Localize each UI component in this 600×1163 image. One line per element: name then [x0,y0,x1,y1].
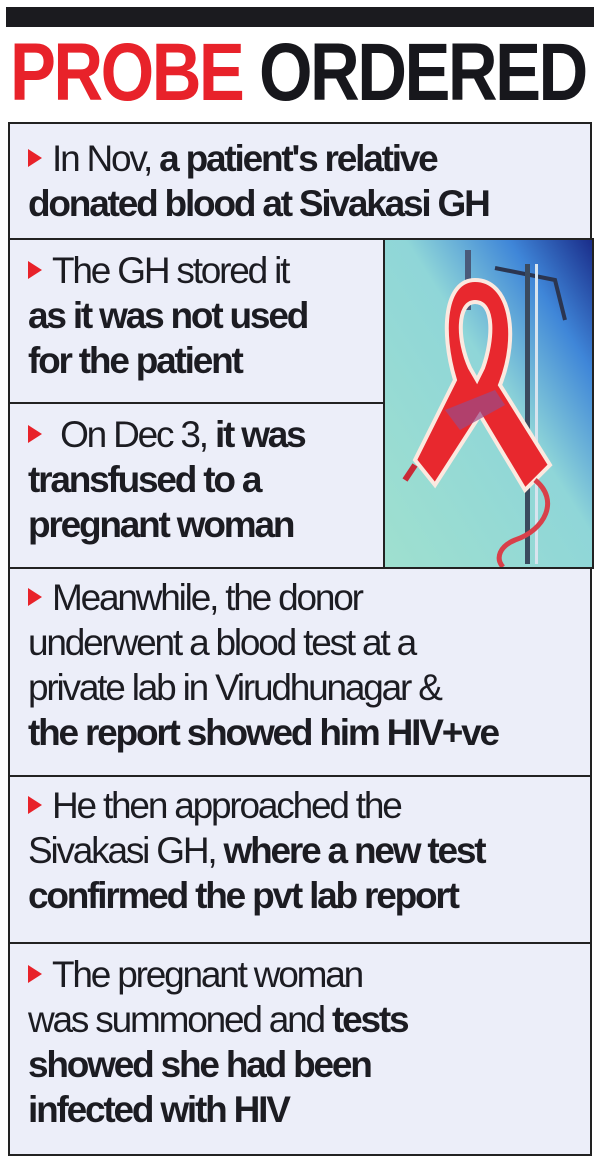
bold-text: a patient's relative [151,138,439,179]
fact-line: as it was not used [28,293,383,338]
regular-text: private lab in Virudhunagar & [28,667,443,708]
bold-text: donated blood at Sivakasi GH [28,183,491,224]
fact-line: In Nov, a patient's relative [28,136,590,181]
fact-item: He then approached the Sivakasi GH, where… [10,775,590,944]
regular-text: underwent a blood test at a [28,622,417,663]
fact-line: Sivakasi GH, where a new test [28,828,590,873]
fact-line: The pregnant woman [28,952,590,997]
bold-text: it was [206,414,307,455]
fact-line: pregnant woman [28,502,383,547]
regular-text: Meanwhile, the donor [52,577,364,618]
regular-text: Sivakasi GH, [28,830,218,871]
bold-text: the report showed him HIV+ve [28,712,500,753]
bold-text: where a new test [215,830,487,871]
red-ribbon-blood-bag-icon [383,238,594,569]
bold-text: showed she had been [28,1044,373,1085]
fact-line: private lab in Virudhunagar & [28,665,590,710]
bold-text: infected with HIV [28,1089,291,1130]
fact-line: Meanwhile, the donor [28,575,590,620]
fact-line: The GH stored it [28,248,383,293]
arrow-bullet-icon [28,588,42,607]
bold-text: pregnant woman [28,504,295,545]
regular-text: He then approached the [52,785,403,826]
headline-red: PROBE [10,27,245,118]
fact-line: transfused to a [28,457,383,502]
arrow-bullet-icon [28,965,42,984]
headline: PROBE ORDERED [10,27,588,118]
top-rule [6,7,594,27]
facts-box: In Nov, a patient's relative donated bloo… [8,122,594,1156]
fact-line: donated blood at Sivakasi GH [28,181,590,226]
regular-text: In Nov, [52,138,153,179]
bold-text: for the patient [28,340,244,381]
fact-line: He then approached the [28,783,590,828]
regular-text: was summoned and [28,999,333,1040]
bold-text: as it was not used [28,295,309,336]
fact-item: The GH stored it as it was not used for th… [10,238,383,404]
fact-item: On Dec 3, it was transfused to a pregnant … [10,402,383,569]
fact-line: showed she had been [28,1042,590,1087]
regular-text: The GH stored it [52,250,290,291]
fact-line: On Dec 3, it was [28,412,383,457]
bold-text: transfused to a [28,459,262,500]
fact-item: The pregnant woman was summoned and tests… [10,942,590,1156]
arrow-bullet-icon [28,425,42,444]
fact-line: underwent a blood test at a [28,620,590,665]
arrow-bullet-icon [28,796,42,815]
arrow-bullet-icon [28,261,42,280]
headline-dark: ORDERED [258,27,588,118]
fact-line: was summoned and tests [28,997,590,1042]
bold-text: tests [332,999,410,1040]
fact-line: the report showed him HIV+ve [28,710,590,755]
fact-line: infected with HIV [28,1087,590,1132]
fact-item: In Nov, a patient's relative donated bloo… [10,124,590,238]
bold-text: confirmed the pvt lab report [28,875,460,916]
regular-text: The pregnant woman [52,954,364,995]
arrow-bullet-icon [28,149,42,168]
fact-item: Meanwhile, the donor underwent a blood te… [10,567,590,777]
fact-line: confirmed the pvt lab report [28,873,590,918]
regular-text: On Dec 3, [52,414,209,455]
fact-line: for the patient [28,338,383,383]
